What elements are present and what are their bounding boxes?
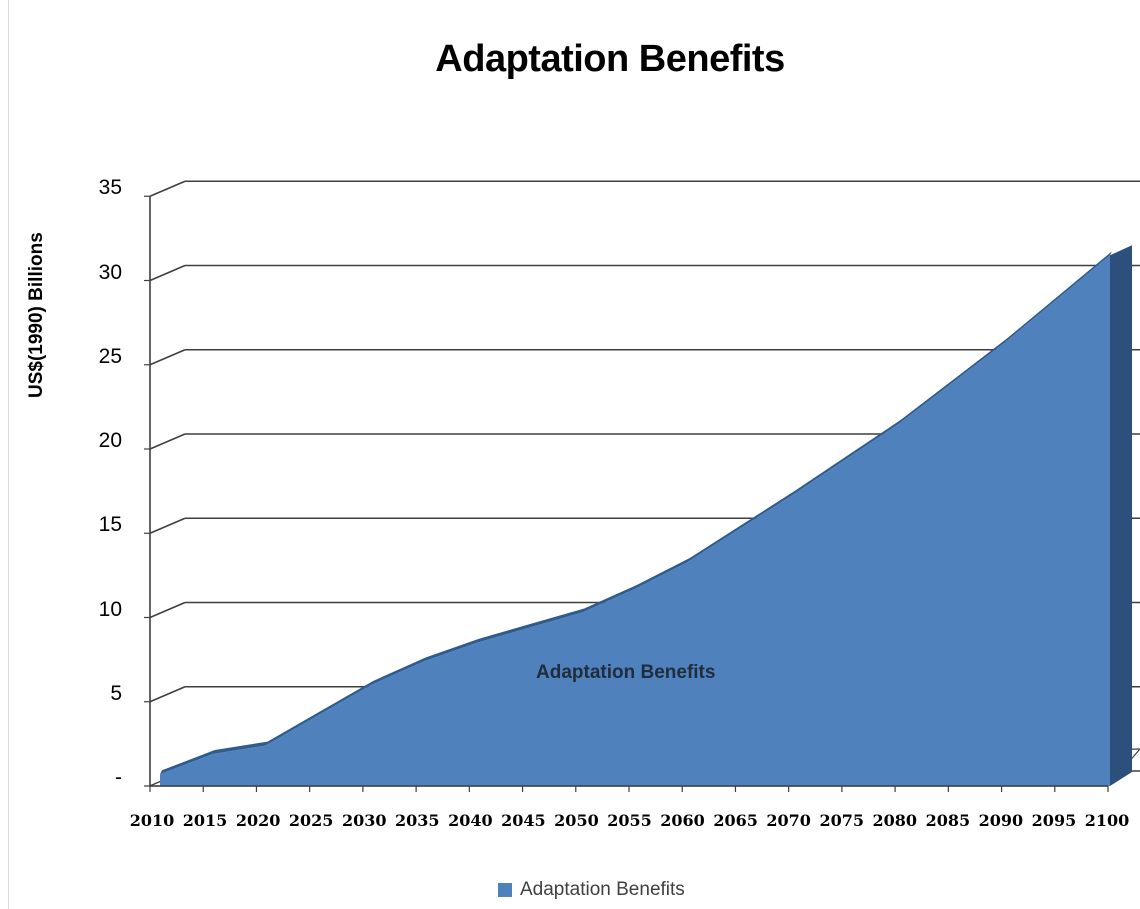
x-tick-label: 2030 bbox=[341, 811, 387, 830]
chart-title: Adaptation Benefits bbox=[435, 38, 785, 80]
x-tick-label: 2045 bbox=[501, 811, 546, 830]
chart-border bbox=[8, 0, 9, 909]
legend-label: Adaptation Benefits bbox=[520, 879, 685, 900]
x-tick-label: 2015 bbox=[182, 811, 228, 830]
area-side-face bbox=[1110, 245, 1132, 786]
gridline-depth bbox=[149, 686, 186, 703]
y-tick-label: 30 bbox=[98, 260, 122, 284]
y-tick-label: 15 bbox=[98, 513, 122, 537]
x-tick-label: 2060 bbox=[660, 811, 705, 830]
x-tick-label: 2075 bbox=[819, 811, 864, 830]
legend-swatch bbox=[498, 883, 512, 897]
gridline-depth bbox=[149, 601, 186, 619]
legend: Adaptation Benefits bbox=[498, 879, 685, 901]
area-front-face bbox=[160, 255, 1110, 786]
x-tick-label: 2010 bbox=[129, 811, 175, 830]
y-tick-label: - bbox=[115, 766, 122, 789]
gridline-depth bbox=[149, 264, 186, 282]
y-tick-label: 5 bbox=[110, 681, 122, 705]
y-tick-label: 10 bbox=[98, 597, 122, 621]
x-tick-label: 2050 bbox=[554, 811, 599, 830]
gridline-depth bbox=[149, 517, 186, 534]
gridline-depth bbox=[149, 180, 186, 197]
y-tick-label: 35 bbox=[98, 176, 122, 200]
x-tick-label: 2040 bbox=[448, 811, 493, 830]
y-tick-label: 25 bbox=[98, 344, 122, 368]
x-tick-label: 2080 bbox=[872, 811, 918, 830]
x-tick-label: 2035 bbox=[395, 811, 440, 830]
x-tick-label: 2070 bbox=[766, 811, 811, 830]
gridline-depth bbox=[149, 349, 186, 366]
x-tick-label: 2020 bbox=[235, 811, 281, 830]
x-tick-label: 2090 bbox=[978, 811, 1024, 830]
x-tick-label: 2065 bbox=[713, 811, 758, 830]
x-tick-label: 2055 bbox=[607, 811, 652, 830]
x-tick-label: 2025 bbox=[288, 811, 334, 830]
x-tick-label: 2095 bbox=[1031, 811, 1077, 830]
gridline-depth bbox=[149, 433, 186, 450]
x-tick-label: 2100 bbox=[1084, 811, 1130, 830]
series-data-label: Adaptation Benefits bbox=[536, 662, 716, 683]
x-tick-label: 2085 bbox=[925, 811, 971, 830]
y-tick-label: 20 bbox=[98, 429, 122, 452]
